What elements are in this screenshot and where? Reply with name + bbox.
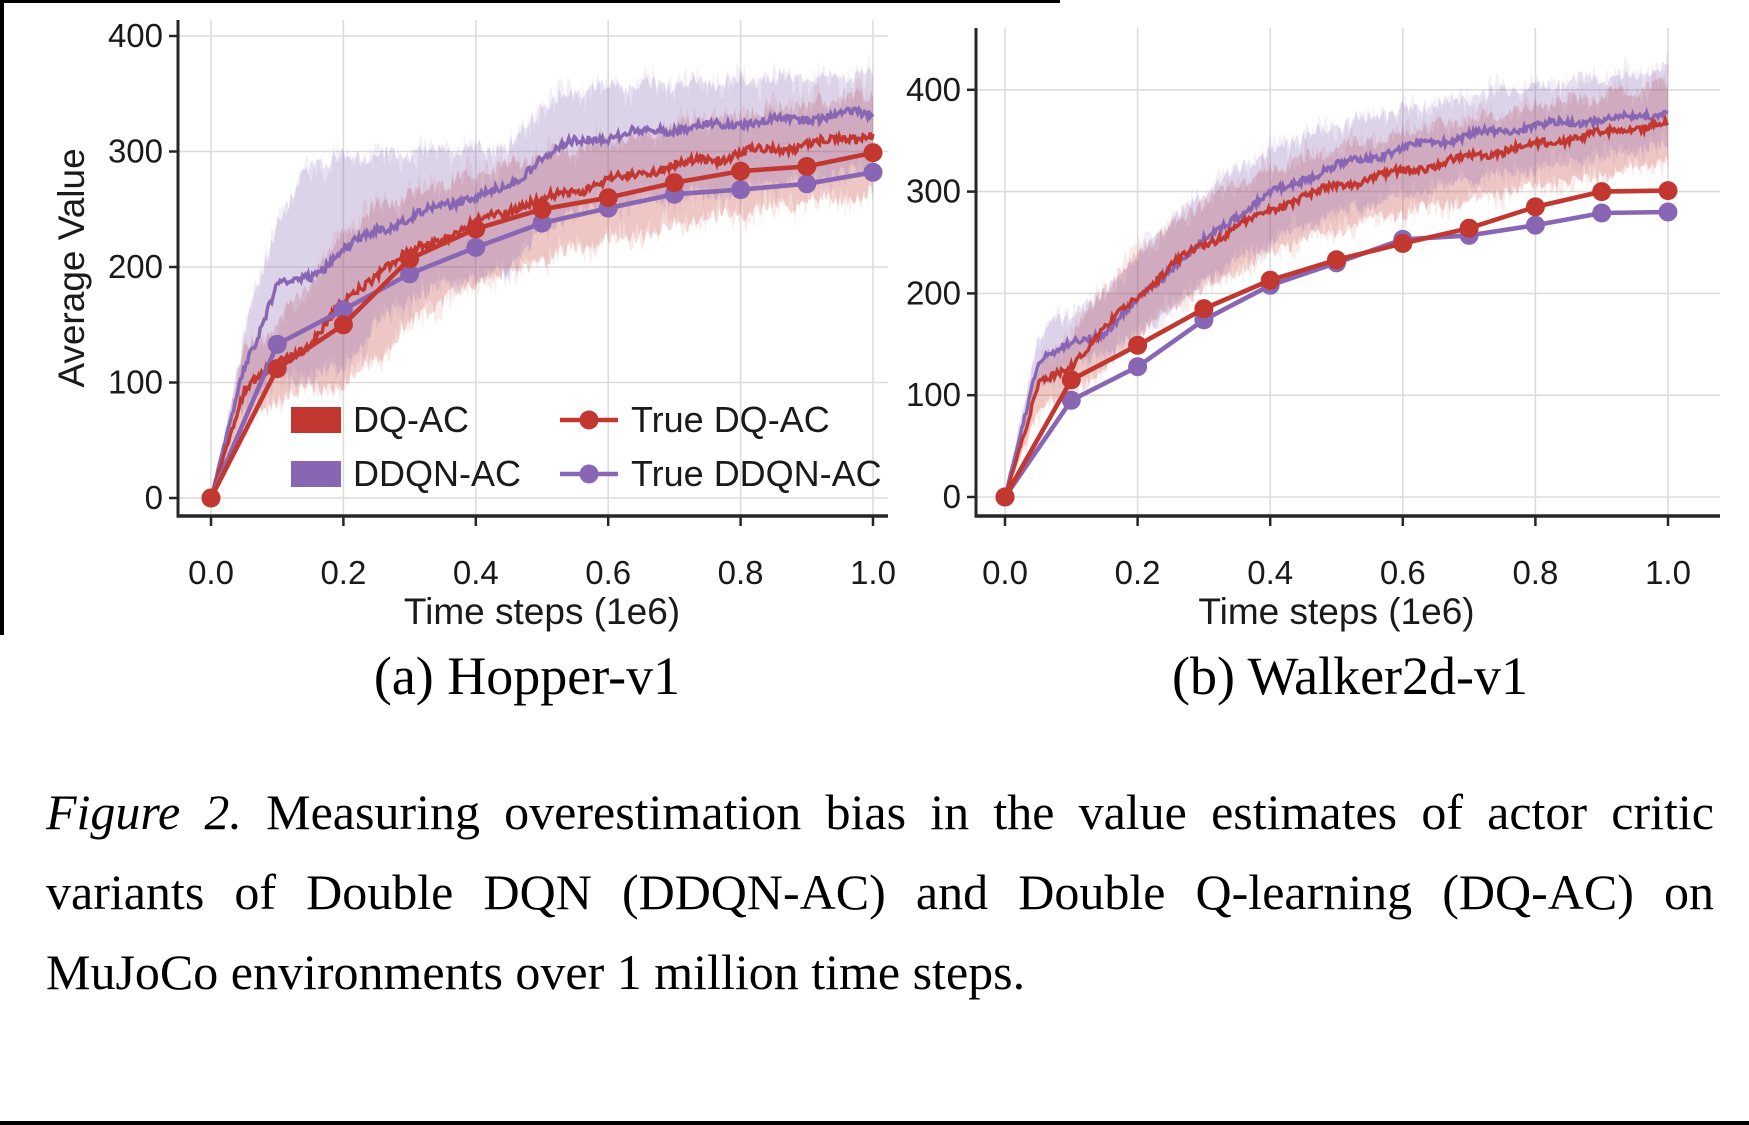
data-point-marker <box>466 237 486 257</box>
data-point-marker <box>333 315 353 335</box>
plot-area <box>995 50 1678 507</box>
series-DDQN-AC-band <box>1005 61 1668 498</box>
data-point-marker <box>267 359 287 379</box>
x-tick-label: 0.2 <box>320 554 366 591</box>
y-tick-label: 300 <box>906 173 961 210</box>
y-axis-ticks: 0 100 200 300 400 <box>906 71 976 515</box>
legend-label: DQ-AC <box>353 399 469 440</box>
plot-area <box>201 52 883 508</box>
data-point-marker <box>995 487 1015 507</box>
x-tick-label: 0.0 <box>982 554 1028 591</box>
series-True-DQ-AC <box>995 181 1678 507</box>
y-tick-label: 200 <box>108 248 163 285</box>
series-DDQN-AC-line <box>209 105 875 499</box>
series-DQ-AC-band <box>211 77 873 498</box>
data-point-marker <box>1128 357 1148 377</box>
data-point-marker <box>598 188 618 208</box>
series-DDQN-AC-band <box>1005 50 1668 497</box>
legend: DQ-AC True DQ-AC DDQN-AC True DDQN-AC <box>291 399 882 494</box>
y-tick-label: 400 <box>108 17 163 54</box>
y-tick-label: 100 <box>108 364 163 401</box>
data-point-marker <box>1592 203 1612 223</box>
series-DQ-AC-line <box>209 129 875 499</box>
data-point-marker <box>466 219 486 239</box>
data-point-marker <box>532 199 552 219</box>
legend-swatch-DQ-AC <box>291 407 341 433</box>
x-tick-label: 0.6 <box>1380 554 1426 591</box>
data-point-marker <box>797 174 817 194</box>
data-point-marker <box>1525 197 1545 217</box>
panel-b: 0 100 200 300 400 0.0 0.2 0.4 0.6 0.8 1.0 Time step… <box>906 28 1720 632</box>
page-border-left <box>0 0 4 635</box>
x-axis-label: Time steps (1e6) <box>1198 591 1474 632</box>
panel-a-caption: (a) Hopper-v1 <box>373 646 681 706</box>
x-tick-label: 1.0 <box>1645 554 1691 591</box>
data-point-marker <box>1459 218 1479 238</box>
y-tick-label: 200 <box>906 274 961 311</box>
series-DDQN-AC-line <box>1003 106 1669 498</box>
data-point-marker <box>333 300 353 320</box>
page-border-bottom <box>0 1121 1749 1125</box>
data-point-marker <box>1658 202 1678 222</box>
figure-caption-label: Figure 2. <box>46 784 242 840</box>
y-tick-label: 0 <box>943 478 961 515</box>
y-axis-ticks: 0 100 200 300 400 <box>108 17 178 516</box>
legend-swatch-DDQN-AC <box>291 461 341 487</box>
data-point-marker <box>1658 181 1678 201</box>
legend-label: True DDQN-AC <box>631 453 882 494</box>
charts-svg: 0 100 200 300 400 0.0 0.2 0.4 0.6 0.8 1.0 Time step… <box>51 17 1720 632</box>
panel-b-caption: (b) Walker2d-v1 <box>1171 646 1529 706</box>
data-point-marker <box>1592 182 1612 202</box>
x-tick-label: 0.8 <box>718 554 764 591</box>
x-tick-label: 0.2 <box>1115 554 1161 591</box>
x-tick-label: 0.8 <box>1512 554 1558 591</box>
series-DQ-AC-band <box>1005 77 1668 497</box>
x-tick-label: 0.0 <box>188 554 234 591</box>
legend-marker-True-DDQN-AC <box>579 464 599 484</box>
data-point-marker <box>1128 335 1148 355</box>
page-border-top <box>0 0 1060 3</box>
data-point-marker <box>664 173 684 193</box>
figure-caption: Figure 2. Measuring overestimation bias … <box>46 772 1714 1012</box>
series-DQ-AC-band <box>1005 68 1668 498</box>
data-point-marker <box>1061 370 1081 390</box>
data-point-marker <box>532 213 552 233</box>
data-point-marker <box>731 180 751 200</box>
x-tick-label: 0.6 <box>585 554 631 591</box>
y-axis-label: Average Value <box>51 148 92 387</box>
data-point-marker <box>1194 299 1214 319</box>
data-point-marker <box>201 488 221 508</box>
data-point-marker <box>267 334 287 354</box>
data-point-marker <box>1061 390 1081 410</box>
x-axis-label: Time steps (1e6) <box>404 591 680 632</box>
legend-label: DDQN-AC <box>353 453 521 494</box>
grid <box>178 20 888 516</box>
data-point-marker <box>1327 250 1346 270</box>
x-tick-label: 1.0 <box>850 554 896 591</box>
panel-a: 0 100 200 300 400 0.0 0.2 0.4 0.6 0.8 1.0 Time step… <box>51 17 896 632</box>
y-tick-label: 300 <box>108 133 163 170</box>
figure-caption-body: Measuring overestimation bias in the val… <box>46 784 1714 1000</box>
x-tick-label: 0.4 <box>1247 554 1293 591</box>
series-True-DQ-AC <box>201 143 883 508</box>
y-tick-label: 0 <box>145 479 163 516</box>
data-point-marker <box>863 143 883 163</box>
series-DQ-AC-line <box>1003 113 1669 498</box>
data-point-marker <box>797 157 817 176</box>
x-axis-ticks: 0.0 0.2 0.4 0.6 0.8 1.0 <box>982 516 1691 591</box>
data-point-marker <box>400 249 420 269</box>
data-point-marker <box>1525 215 1545 235</box>
legend-label: True DQ-AC <box>631 399 830 440</box>
x-axis-ticks: 0.0 0.2 0.4 0.6 0.8 1.0 <box>188 516 896 591</box>
data-point-marker <box>1260 270 1280 290</box>
x-tick-label: 0.4 <box>453 554 499 591</box>
data-point-marker <box>863 162 883 182</box>
legend-marker-True-DQ-AC <box>579 410 599 430</box>
data-point-marker <box>1393 234 1413 253</box>
y-tick-label: 400 <box>906 71 961 108</box>
y-tick-label: 100 <box>906 376 961 413</box>
data-point-marker <box>400 264 420 284</box>
data-point-marker <box>731 161 751 181</box>
